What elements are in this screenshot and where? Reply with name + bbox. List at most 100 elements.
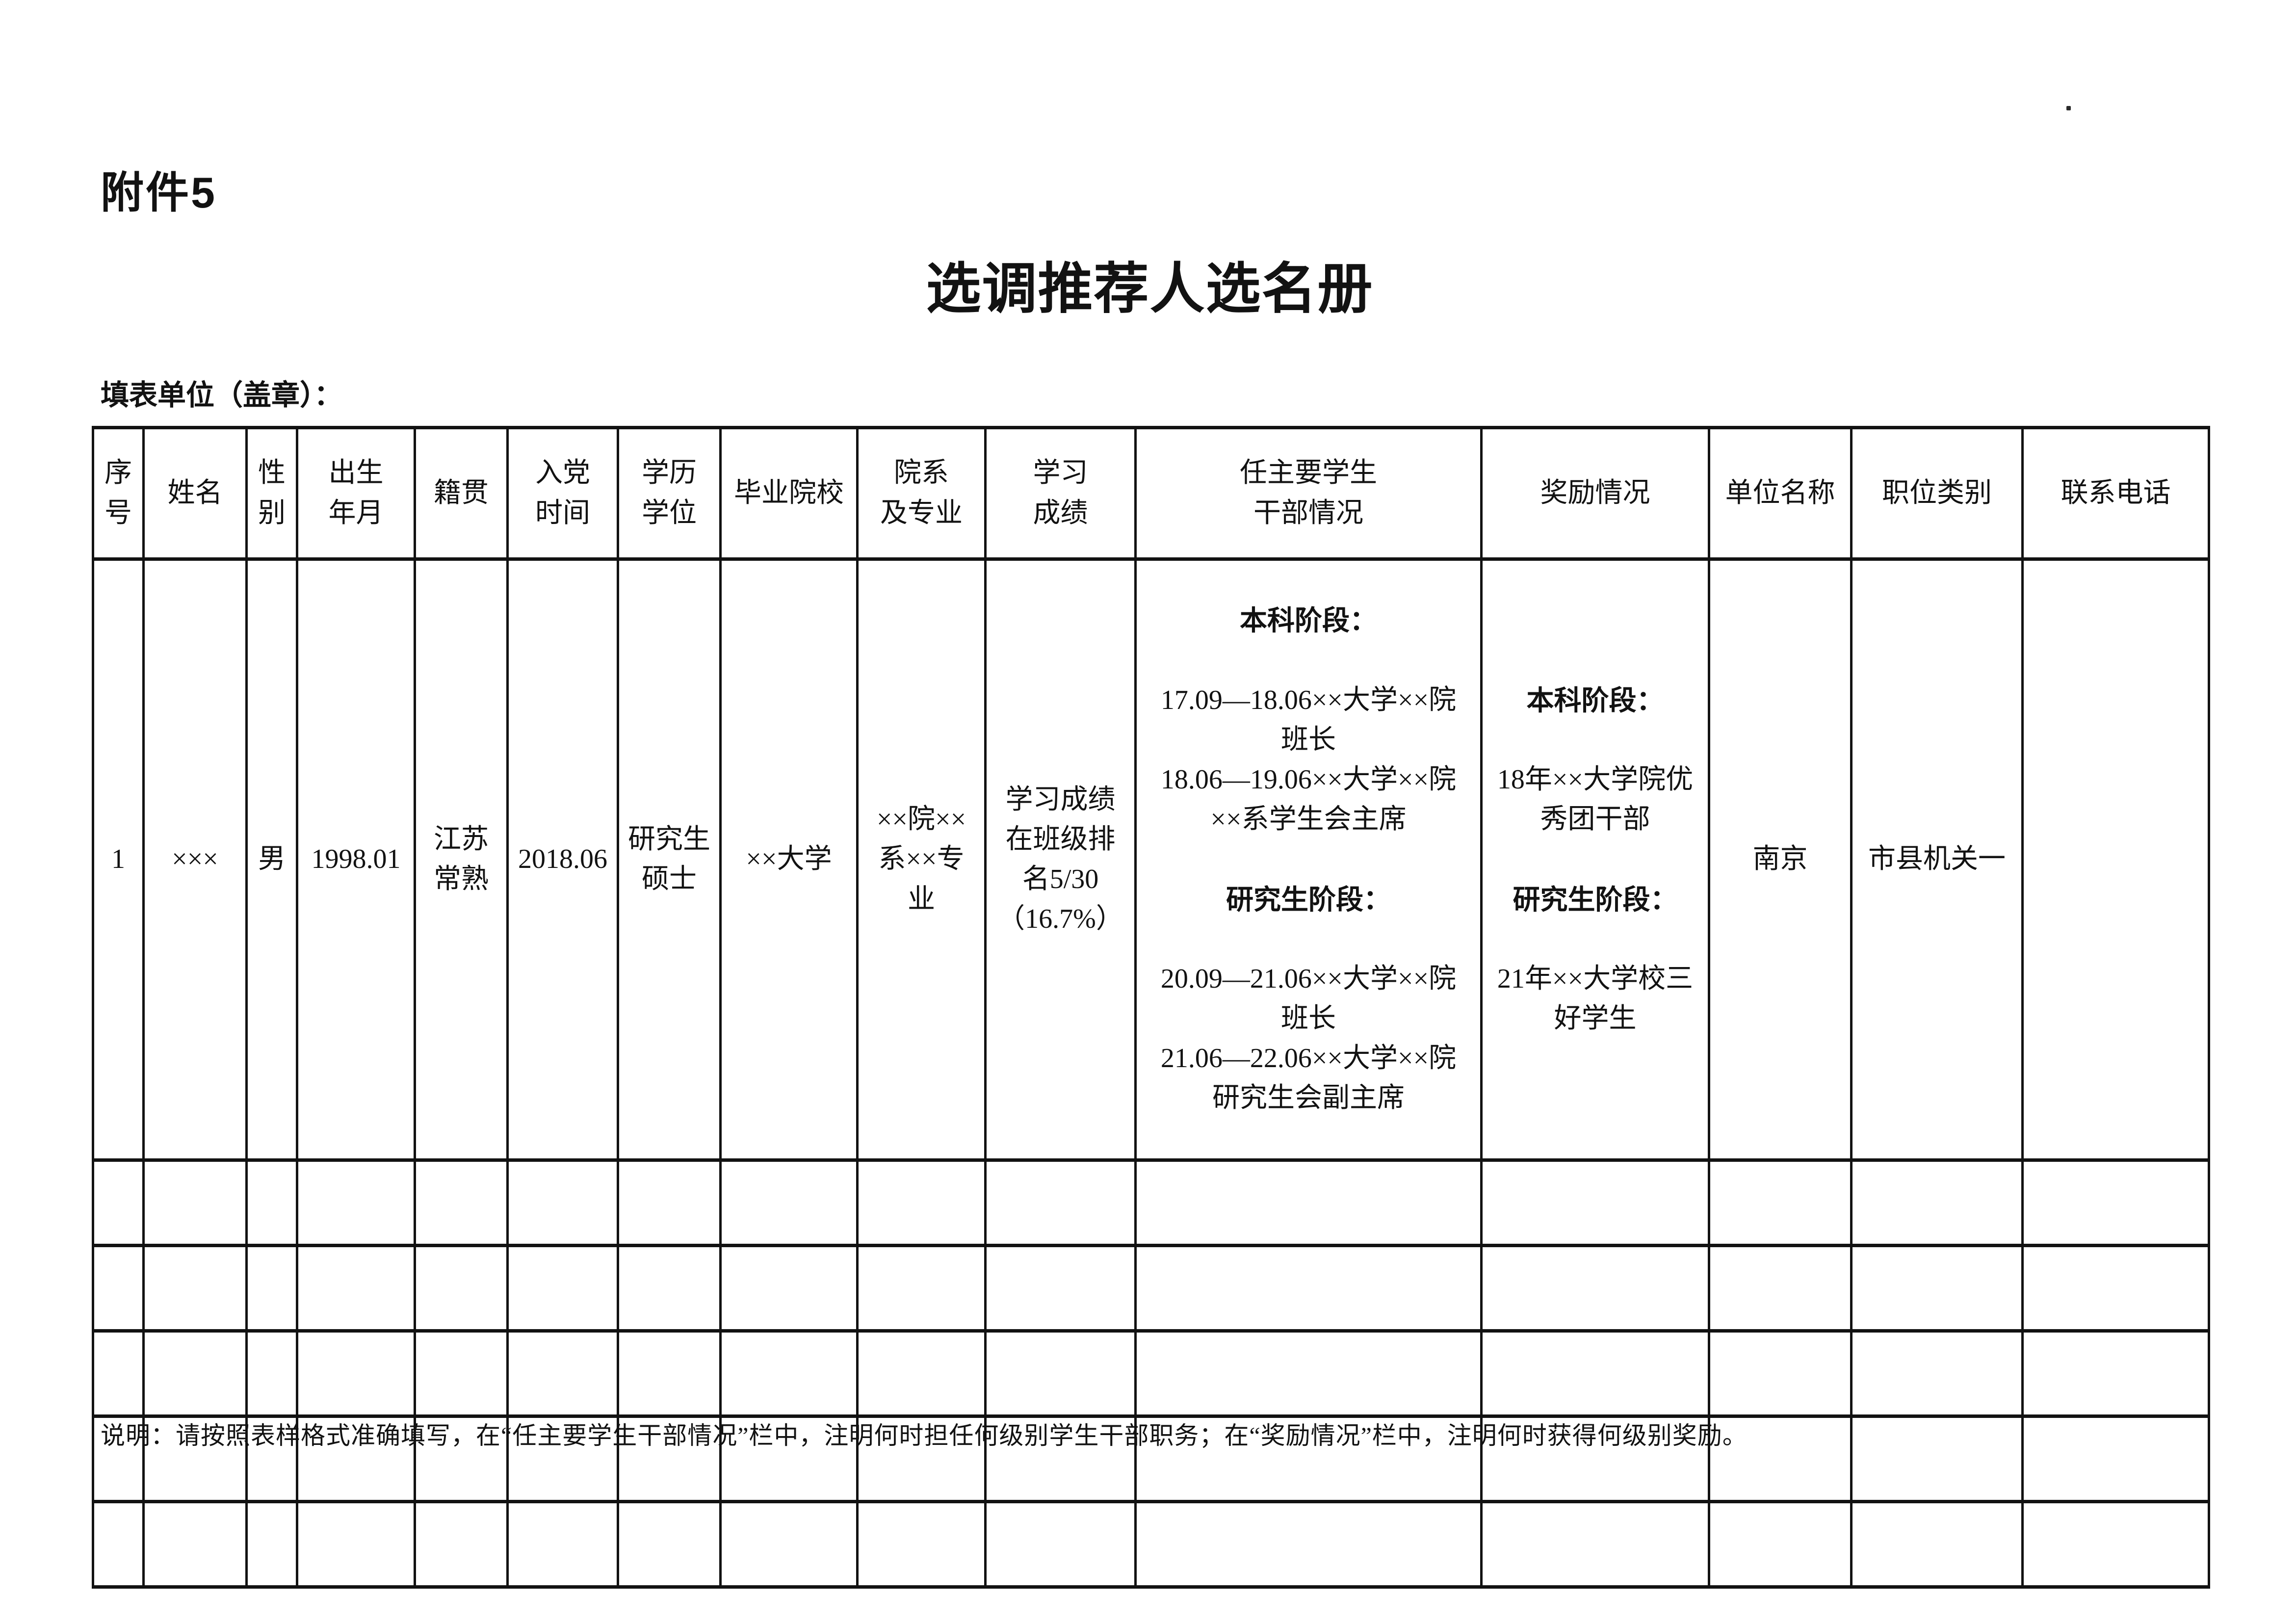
empty-cell — [856, 1243, 987, 1333]
empty-cell — [617, 1414, 722, 1503]
header-contact-phone: 联系电话 — [2021, 426, 2210, 561]
cadre-grad-stage-label: 研究生阶段： — [1226, 884, 1391, 915]
empty-cell — [1480, 1499, 1710, 1589]
empty-cell — [506, 1499, 619, 1589]
empty-cell — [1708, 1499, 1852, 1589]
cell-name: ××× — [142, 557, 248, 1162]
empty-cell — [984, 1499, 1137, 1589]
awards-undergrad-stage-detail: 18年××大学院优 秀团干部 — [1497, 764, 1694, 835]
empty-cell — [296, 1158, 416, 1247]
awards-grad-stage-detail: 21年××大学校三 好学生 — [1497, 963, 1694, 1034]
empty-cell — [2021, 1158, 2210, 1247]
empty-cell — [245, 1158, 298, 1247]
empty-cell — [984, 1329, 1137, 1418]
cell-position-category: 市县机关一 — [1850, 557, 2024, 1162]
empty-cell — [506, 1414, 619, 1503]
cell-native-place: 江苏 常熟 — [414, 557, 509, 1162]
empty-cell — [142, 1158, 248, 1247]
empty-cell — [1850, 1158, 2024, 1247]
table-row: 1 ××× 男 1998.01 江苏 常熟 2018.06 研究生 硕士 ××大… — [92, 557, 2210, 1162]
empty-cell — [1708, 1158, 1852, 1247]
empty-cell — [506, 1243, 619, 1333]
empty-cell — [856, 1499, 987, 1589]
cell-degree: 研究生 硕士 — [617, 557, 722, 1162]
empty-cell — [142, 1499, 248, 1589]
empty-cell — [92, 1499, 145, 1589]
empty-row — [92, 1329, 2210, 1418]
cell-cadre-positions: 本科阶段： 17.09—18.06××大学××院 班长 18.06—19.06×… — [1134, 557, 1483, 1162]
empty-cell — [1134, 1329, 1483, 1418]
empty-cell — [1480, 1243, 1710, 1333]
cell-seq: 1 — [92, 557, 145, 1162]
empty-cell — [719, 1414, 859, 1503]
empty-cell — [414, 1414, 509, 1503]
cell-gender: 男 — [245, 557, 298, 1162]
empty-cell — [719, 1243, 859, 1333]
empty-cell — [2021, 1414, 2210, 1503]
table-header-row: 序 号 姓名 性 别 出生 年月 籍贯 入党 时间 学历 学位 毕业院校 院系 … — [92, 426, 2210, 561]
empty-cell — [506, 1158, 619, 1247]
empty-cell — [296, 1243, 416, 1333]
empty-cell — [2021, 1499, 2210, 1589]
cell-unit-name: 南京 — [1708, 557, 1852, 1162]
awards-grad-stage-label: 研究生阶段： — [1513, 884, 1678, 915]
empty-cell — [719, 1329, 859, 1418]
empty-row — [92, 1158, 2210, 1247]
empty-cell — [1134, 1414, 1483, 1503]
empty-cell — [142, 1329, 248, 1418]
empty-cell — [719, 1499, 859, 1589]
attachment-label: 附件5 — [101, 168, 217, 217]
empty-cell — [414, 1243, 509, 1333]
cell-party-join-date: 2018.06 — [506, 557, 619, 1162]
empty-cell — [1480, 1158, 1710, 1247]
empty-cell — [856, 1414, 987, 1503]
page-title: 选调推荐人选名册 — [926, 259, 1374, 320]
empty-cell — [1708, 1329, 1852, 1418]
cell-academic-record: 学习成绩 在班级排 名5/30 （16.7%） — [984, 557, 1137, 1162]
footer-note: 说明：请按照表样格式准确填写，在“任主要学生干部情况”栏中，注明何时担任何级别学… — [101, 1422, 1748, 1449]
empty-cell — [414, 1499, 509, 1589]
empty-cell — [92, 1414, 145, 1503]
cadre-undergrad-stage-detail: 17.09—18.06××大学××院 班长 18.06—19.06××大学××院… — [1160, 684, 1457, 835]
empty-row — [92, 1414, 2210, 1503]
fill-unit-seal-label: 填表单位（盖章）： — [101, 379, 343, 411]
empty-cell — [92, 1243, 145, 1333]
empty-cell — [92, 1329, 145, 1418]
empty-cell — [1134, 1499, 1483, 1589]
header-gender: 性 别 — [245, 426, 298, 561]
empty-cell — [1850, 1414, 2024, 1503]
empty-cell — [1708, 1243, 1852, 1333]
empty-cell — [142, 1414, 248, 1503]
cell-contact-phone — [2021, 557, 2210, 1162]
header-department-major: 院系 及专业 — [856, 426, 987, 561]
empty-cell — [856, 1329, 987, 1418]
empty-row — [92, 1243, 2210, 1333]
empty-cell — [719, 1158, 859, 1247]
empty-cell — [1480, 1329, 1710, 1418]
empty-cell — [245, 1329, 298, 1418]
empty-cell — [984, 1243, 1137, 1333]
cell-birth-date: 1998.01 — [296, 557, 416, 1162]
header-position-category: 职位类别 — [1850, 426, 2024, 561]
empty-cell — [414, 1329, 509, 1418]
empty-cell — [414, 1158, 509, 1247]
header-unit-name: 单位名称 — [1708, 426, 1852, 561]
empty-cell — [1134, 1158, 1483, 1247]
cadre-grad-stage-detail: 20.09—21.06××大学××院 班长 21.06—22.06××大学××院… — [1160, 963, 1457, 1114]
header-university: 毕业院校 — [719, 426, 859, 561]
header-party-join-date: 入党 时间 — [506, 426, 619, 561]
roster-table: 序 号 姓名 性 别 出生 年月 籍贯 入党 时间 学历 学位 毕业院校 院系 … — [92, 426, 2210, 1589]
cadre-undergrad-stage-label: 本科阶段： — [1240, 605, 1377, 636]
empty-cell — [617, 1243, 722, 1333]
empty-cell — [245, 1414, 298, 1503]
empty-cell — [296, 1499, 416, 1589]
empty-cell — [617, 1329, 722, 1418]
empty-cell — [856, 1158, 987, 1247]
header-seq: 序 号 — [92, 426, 145, 561]
empty-cell — [1850, 1499, 2024, 1589]
empty-cell — [1850, 1329, 2024, 1418]
header-degree: 学历 学位 — [617, 426, 722, 561]
empty-cell — [1480, 1414, 1710, 1503]
empty-cell — [1850, 1243, 2024, 1333]
